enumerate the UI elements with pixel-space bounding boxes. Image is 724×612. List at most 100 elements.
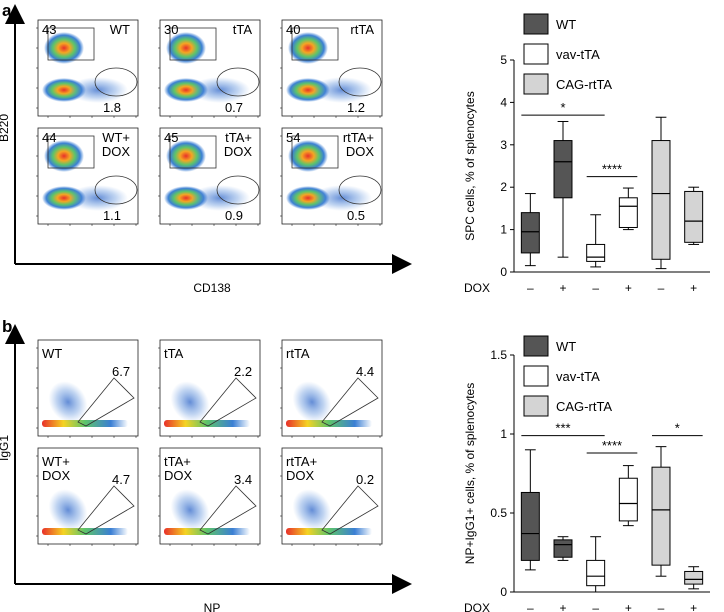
flow-gate-box — [291, 27, 339, 61]
flow-gate-bottom-value: 1.2 — [347, 100, 365, 115]
flow-gate-top-value: 30 — [164, 22, 178, 37]
box-WT-dox — [553, 536, 573, 561]
significance-label: **** — [602, 438, 622, 453]
flow-population-streak — [42, 528, 128, 535]
dox-sign: + — [625, 601, 632, 612]
flow-plot-name: tTA — [233, 22, 253, 37]
legend-swatch — [523, 43, 549, 65]
box-CAG-rtTA-nodox — [651, 446, 671, 577]
flow-plot-6: 0.2 rtTA+DOX — [280, 447, 383, 546]
flow-gate-box — [169, 27, 217, 61]
flow-population-b220-high — [166, 140, 206, 172]
flow-gate-top-value: 44 — [42, 130, 56, 145]
box-body — [618, 477, 638, 522]
box-body — [553, 539, 573, 558]
box-WT-nodox — [520, 449, 540, 571]
flow-gate-bottom-value: 1.1 — [103, 208, 121, 223]
flow-x-axis-label: NP — [204, 601, 221, 612]
flow-plot-name: rtTA+ — [286, 454, 317, 469]
flow-gate-box — [169, 135, 217, 169]
flow-x-axis-label: CD138 — [193, 281, 231, 295]
box-body — [618, 197, 638, 228]
flow-plot-6: 54 0.5 rtTA+DOX — [280, 127, 383, 226]
box-CAG-rtTA-dox — [684, 186, 704, 245]
flow-population-streak — [286, 528, 372, 535]
legend-swatch — [523, 365, 549, 387]
flow-y-axis-label: IgG1 — [0, 435, 11, 461]
dox-sign: – — [658, 281, 665, 295]
box-y-axis-label: SPC cells, % of splenocytes — [463, 91, 477, 240]
flow-gate-value: 2.2 — [234, 364, 252, 379]
flow-plot-name: DOX — [224, 144, 253, 159]
dox-sign: – — [592, 601, 599, 612]
box-y-tick-label: 0 — [500, 585, 507, 599]
flow-gate-top-value: 54 — [286, 130, 300, 145]
box-y-axis-label: NP+IgG1+ cells, % of splenocytes — [463, 383, 477, 564]
dox-sign: – — [658, 601, 665, 612]
box-y-tick-label: 0 — [500, 265, 507, 279]
flow-gate-polygon — [77, 485, 135, 535]
box-CAG-rtTA-dox — [684, 566, 704, 590]
flow-plot-name: DOX — [286, 468, 315, 483]
legend-label: CAG-rtTA — [556, 77, 612, 92]
box-WT-nodox — [520, 193, 540, 267]
box-body — [520, 212, 540, 254]
flow-population-streak — [164, 420, 250, 427]
flow-population-b220-high — [288, 140, 328, 172]
box-body — [684, 570, 704, 585]
significance-label: * — [560, 100, 565, 115]
legend-label: WT — [556, 339, 576, 354]
flow-population-streak — [286, 420, 372, 427]
box-WT-dox — [553, 120, 573, 258]
flow-gate-value: 4.4 — [356, 364, 374, 379]
flow-gate-ellipse — [338, 175, 382, 205]
box-body — [684, 190, 704, 243]
flow-plot-3: 40 1.2 rtTA — [280, 19, 383, 118]
box-body — [520, 491, 540, 561]
box-body — [586, 559, 606, 587]
flow-gate-value: 6.7 — [112, 364, 130, 379]
legend-label: vav-tTA — [556, 369, 600, 384]
flow-plot-name: DOX — [164, 468, 193, 483]
flow-plot-1: 43 1.8 WT — [36, 19, 139, 118]
flow-population-scatter — [190, 77, 250, 103]
flow-gate-ellipse — [338, 67, 382, 97]
dox-row-label: DOX — [464, 281, 490, 295]
box-body — [651, 140, 671, 260]
significance-label: * — [675, 421, 680, 436]
dox-sign: – — [592, 281, 599, 295]
dox-sign: + — [690, 281, 697, 295]
box-y-tick-label: 2 — [500, 180, 507, 194]
legend-swatch — [523, 395, 549, 417]
legend-swatch — [523, 335, 549, 357]
flow-gate-value: 3.4 — [234, 472, 252, 487]
significance-label: **** — [602, 162, 622, 177]
flow-population-scatter — [170, 489, 210, 531]
flow-gate-top-value: 45 — [164, 130, 178, 145]
flow-population-b220-high — [44, 140, 84, 172]
flow-y-axis-label: B220 — [0, 114, 11, 142]
significance-label: *** — [555, 421, 570, 436]
flow-gate-bottom-value: 1.8 — [103, 100, 121, 115]
flow-gate-bottom-value: 0.5 — [347, 208, 365, 223]
dox-sign: + — [690, 601, 697, 612]
dox-sign: + — [559, 281, 566, 295]
flow-population-scatter — [292, 381, 332, 423]
box-vav-tTA-nodox — [586, 214, 606, 268]
flow-population-scatter — [68, 185, 128, 211]
flow-plot-name: tTA — [164, 346, 184, 361]
flow-plot-name: WT+ — [102, 130, 130, 145]
box-y-tick-label: 3 — [500, 138, 507, 152]
flow-population-scatter — [292, 489, 332, 531]
flow-population-scatter — [312, 77, 372, 103]
dox-sign: + — [625, 281, 632, 295]
flow-population-b220-high — [288, 32, 328, 64]
flow-plot-name: DOX — [102, 144, 131, 159]
box-body — [586, 243, 606, 262]
flow-population-b220-high — [44, 32, 84, 64]
dox-sign: + — [559, 601, 566, 612]
box-y-tick-label: 1.5 — [490, 348, 507, 362]
legend-label: WT — [556, 17, 576, 32]
box-vav-tTA-dox — [618, 465, 638, 527]
